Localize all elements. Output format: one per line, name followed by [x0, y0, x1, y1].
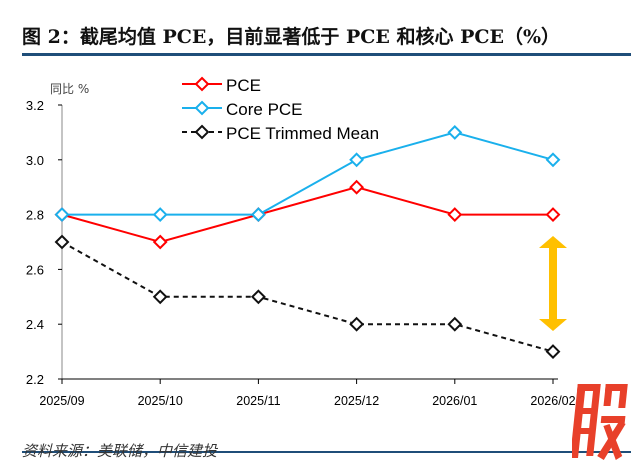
y-tick-label: 2.4 — [26, 317, 44, 332]
series-line — [61, 241, 554, 353]
data-point — [54, 234, 70, 250]
legend-marker — [194, 76, 210, 92]
data-point — [447, 207, 463, 223]
series-line — [62, 131, 554, 216]
x-tick-label: 2025/09 — [39, 394, 84, 408]
title-rule — [22, 53, 631, 56]
double-arrow-head-down — [539, 319, 567, 331]
source-note: 资料来源：美联储，中信建投 — [22, 442, 218, 460]
x-tick-label: 2025/12 — [334, 394, 379, 408]
data-point — [447, 316, 463, 332]
data-point — [349, 179, 365, 195]
y-tick-label: 2.8 — [26, 208, 44, 223]
double-arrow-shaft — [549, 246, 557, 321]
data-point — [152, 207, 168, 223]
data-point — [250, 289, 266, 305]
x-tick-label: 2026/01 — [432, 394, 477, 408]
data-point — [54, 207, 70, 223]
data-point — [349, 152, 365, 168]
series-line — [61, 186, 553, 244]
data-point — [545, 344, 561, 360]
legend-marker — [194, 100, 210, 116]
y-tick-label: 3.2 — [26, 98, 44, 113]
legend-label: Core PCE — [226, 100, 303, 119]
data-point — [152, 289, 168, 305]
legend-marker — [194, 124, 210, 140]
data-point — [545, 207, 561, 223]
x-tick-label: 2025/11 — [236, 394, 280, 408]
y-tick-label: 2.6 — [26, 262, 44, 277]
x-tick-label: 2026/02 — [530, 394, 575, 408]
data-point — [250, 207, 266, 223]
legend-label: PCE Trimmed Mean — [226, 124, 379, 143]
source-rule — [22, 451, 631, 453]
y-axis-label: 同比 % — [50, 82, 89, 96]
legend-label: PCE — [226, 76, 261, 95]
chart-title: 图 2：截尾均值 PCE，目前显著低于 PCE 和核心 PCE（%） — [22, 26, 561, 48]
y-tick-label: 2.2 — [26, 372, 44, 387]
data-point — [545, 152, 561, 168]
y-tick-label: 3.0 — [26, 153, 44, 168]
x-tick-label: 2025/10 — [138, 394, 183, 408]
data-point — [152, 234, 168, 250]
data-point — [349, 316, 365, 332]
double-arrow-head-up — [539, 236, 567, 248]
watermark-logo — [572, 384, 628, 460]
data-point — [447, 124, 463, 140]
